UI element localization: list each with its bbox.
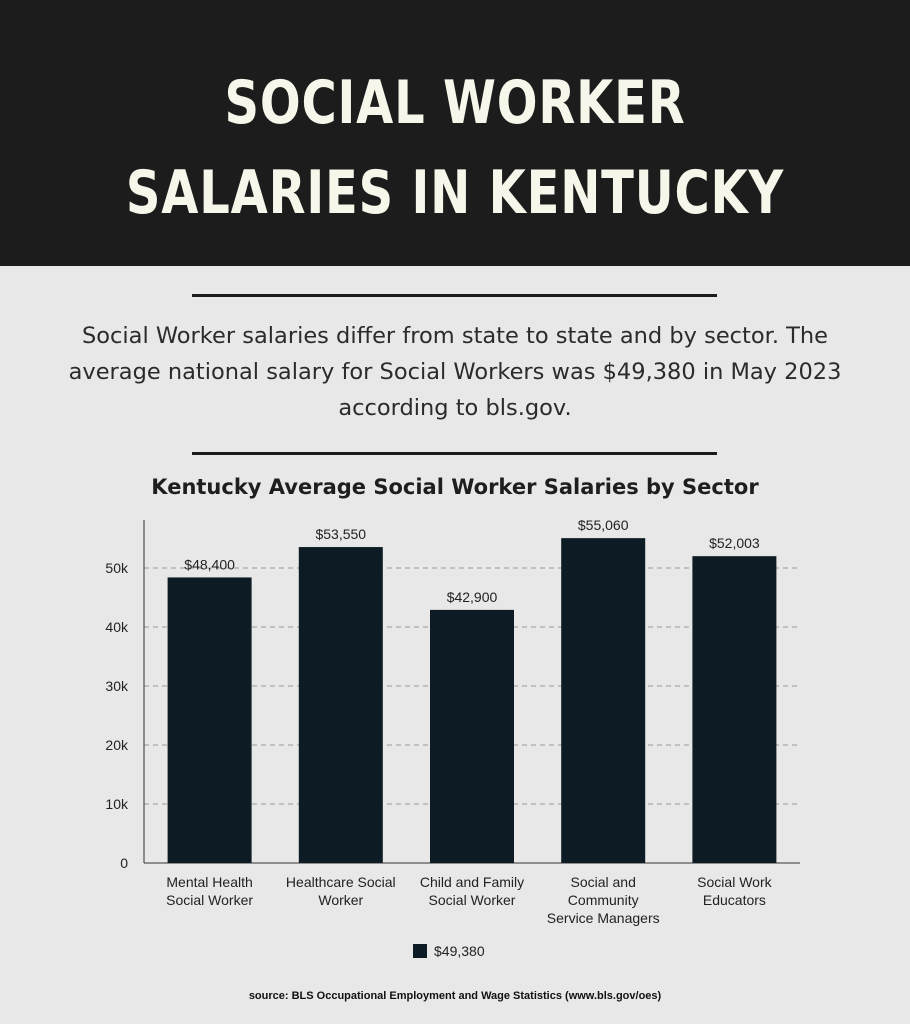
- x-tick-label: Mental Health Social Worker: [166, 874, 253, 908]
- data-label: $55,060: [578, 517, 629, 533]
- y-tick-label: 40k: [105, 619, 129, 635]
- x-tick-label: Social Work Educators: [697, 874, 772, 908]
- bar: [167, 577, 252, 863]
- divider-bottom: [192, 452, 717, 455]
- x-tick-label-line: Child and Family: [420, 874, 524, 890]
- x-tick-label-line: Social Worker: [429, 892, 516, 908]
- y-tick-label: 0: [120, 855, 128, 871]
- y-tick-label: 30k: [105, 678, 129, 694]
- data-label: $42,900: [447, 589, 498, 605]
- x-tick-label: Healthcare Social Worker: [286, 874, 396, 908]
- header-banner: SOCIAL WORKER SALARIES IN KENTUCKY: [0, 0, 910, 266]
- x-tick-label-line: Mental Health: [166, 874, 252, 890]
- x-tick-label-line: Social Work: [697, 874, 772, 890]
- salary-bar-chart: 0 10k 20k 30k 40k 50k $48,400 Mental Health Soci…: [105, 517, 800, 926]
- chart-legend: $49,380: [413, 943, 485, 959]
- bar: [298, 547, 383, 863]
- data-label: $52,003: [709, 535, 760, 551]
- x-tick-label-line: Educators: [703, 892, 766, 908]
- data-label: $48,400: [184, 556, 235, 572]
- y-tick-label: 50k: [105, 560, 129, 576]
- bar: [692, 556, 777, 863]
- x-tick-label: Social and Community Service Managers: [547, 874, 660, 926]
- page-title: SOCIAL WORKER SALARIES IN KENTUCKY: [125, 68, 785, 228]
- x-tick-label-line: Service Managers: [547, 910, 660, 926]
- intro-paragraph: Social Worker salaries differ from state…: [68, 323, 842, 421]
- bar: [430, 609, 514, 863]
- source-note: source: BLS Occupational Employment and …: [248, 990, 662, 1002]
- x-tick-label-line: Social and: [571, 874, 636, 890]
- data-label: $53,550: [315, 526, 366, 542]
- bar: [561, 538, 646, 863]
- x-tick-label-line: Healthcare Social: [286, 874, 396, 890]
- divider-top: [192, 294, 717, 297]
- x-tick-label: Child and Family Social Worker: [420, 874, 524, 908]
- chart-title: Kentucky Average Social Worker Salaries …: [151, 475, 759, 499]
- y-tick-label: 10k: [105, 796, 129, 812]
- x-tick-label-line: Worker: [318, 892, 363, 908]
- y-tick-label: 20k: [105, 737, 129, 753]
- x-tick-label-line: Community: [568, 892, 639, 908]
- legend-label: $49,380: [434, 943, 485, 959]
- x-tick-label-line: Social Worker: [166, 892, 253, 908]
- legend-swatch: [413, 944, 427, 958]
